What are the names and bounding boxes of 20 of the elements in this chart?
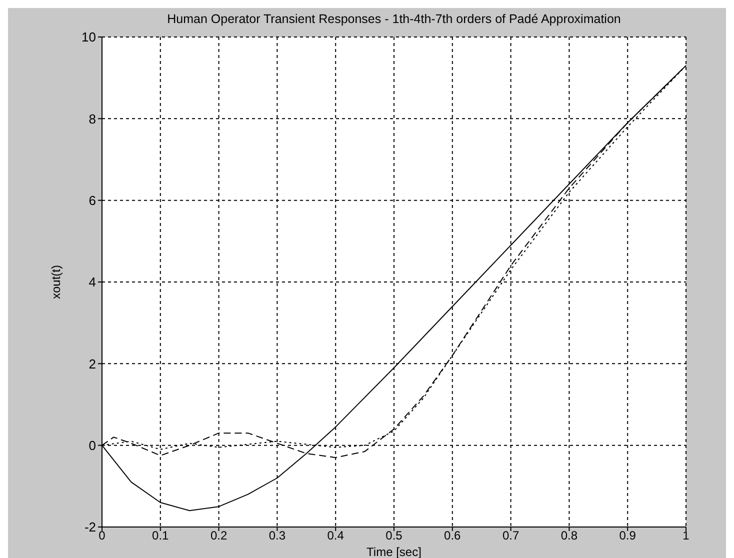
x-tick-label: 0 xyxy=(98,528,106,543)
x-tick-label: 0.1 xyxy=(152,528,170,543)
x-tick-label: 0.4 xyxy=(327,528,344,543)
x-tick-label: 0.5 xyxy=(386,528,403,543)
y-tick-label: 8 xyxy=(88,111,96,126)
x-tick-label: 0.7 xyxy=(502,528,520,543)
y-tick-label: 2 xyxy=(88,356,96,372)
x-tick-label: 0.6 xyxy=(444,528,462,543)
x-tick-label: 0.9 xyxy=(619,528,636,543)
x-tick-label: 0.3 xyxy=(268,528,286,543)
y-tick-label: 0 xyxy=(88,438,96,453)
y-tick-label: -2 xyxy=(84,520,96,535)
x-tick-label: 1 xyxy=(682,528,690,543)
chart-title: Human Operator Transient Responses - 1th-4th-7th orders of Padé Approximation xyxy=(166,12,622,26)
x-tick-label: 0.2 xyxy=(210,528,228,543)
y-axis-title: xout(t) xyxy=(49,264,63,300)
y-tick-label: 6 xyxy=(88,192,96,208)
y-tick-label: 4 xyxy=(88,274,96,290)
y-tick-label: 10 xyxy=(82,30,96,45)
x-tick-label: 0.8 xyxy=(560,528,578,543)
